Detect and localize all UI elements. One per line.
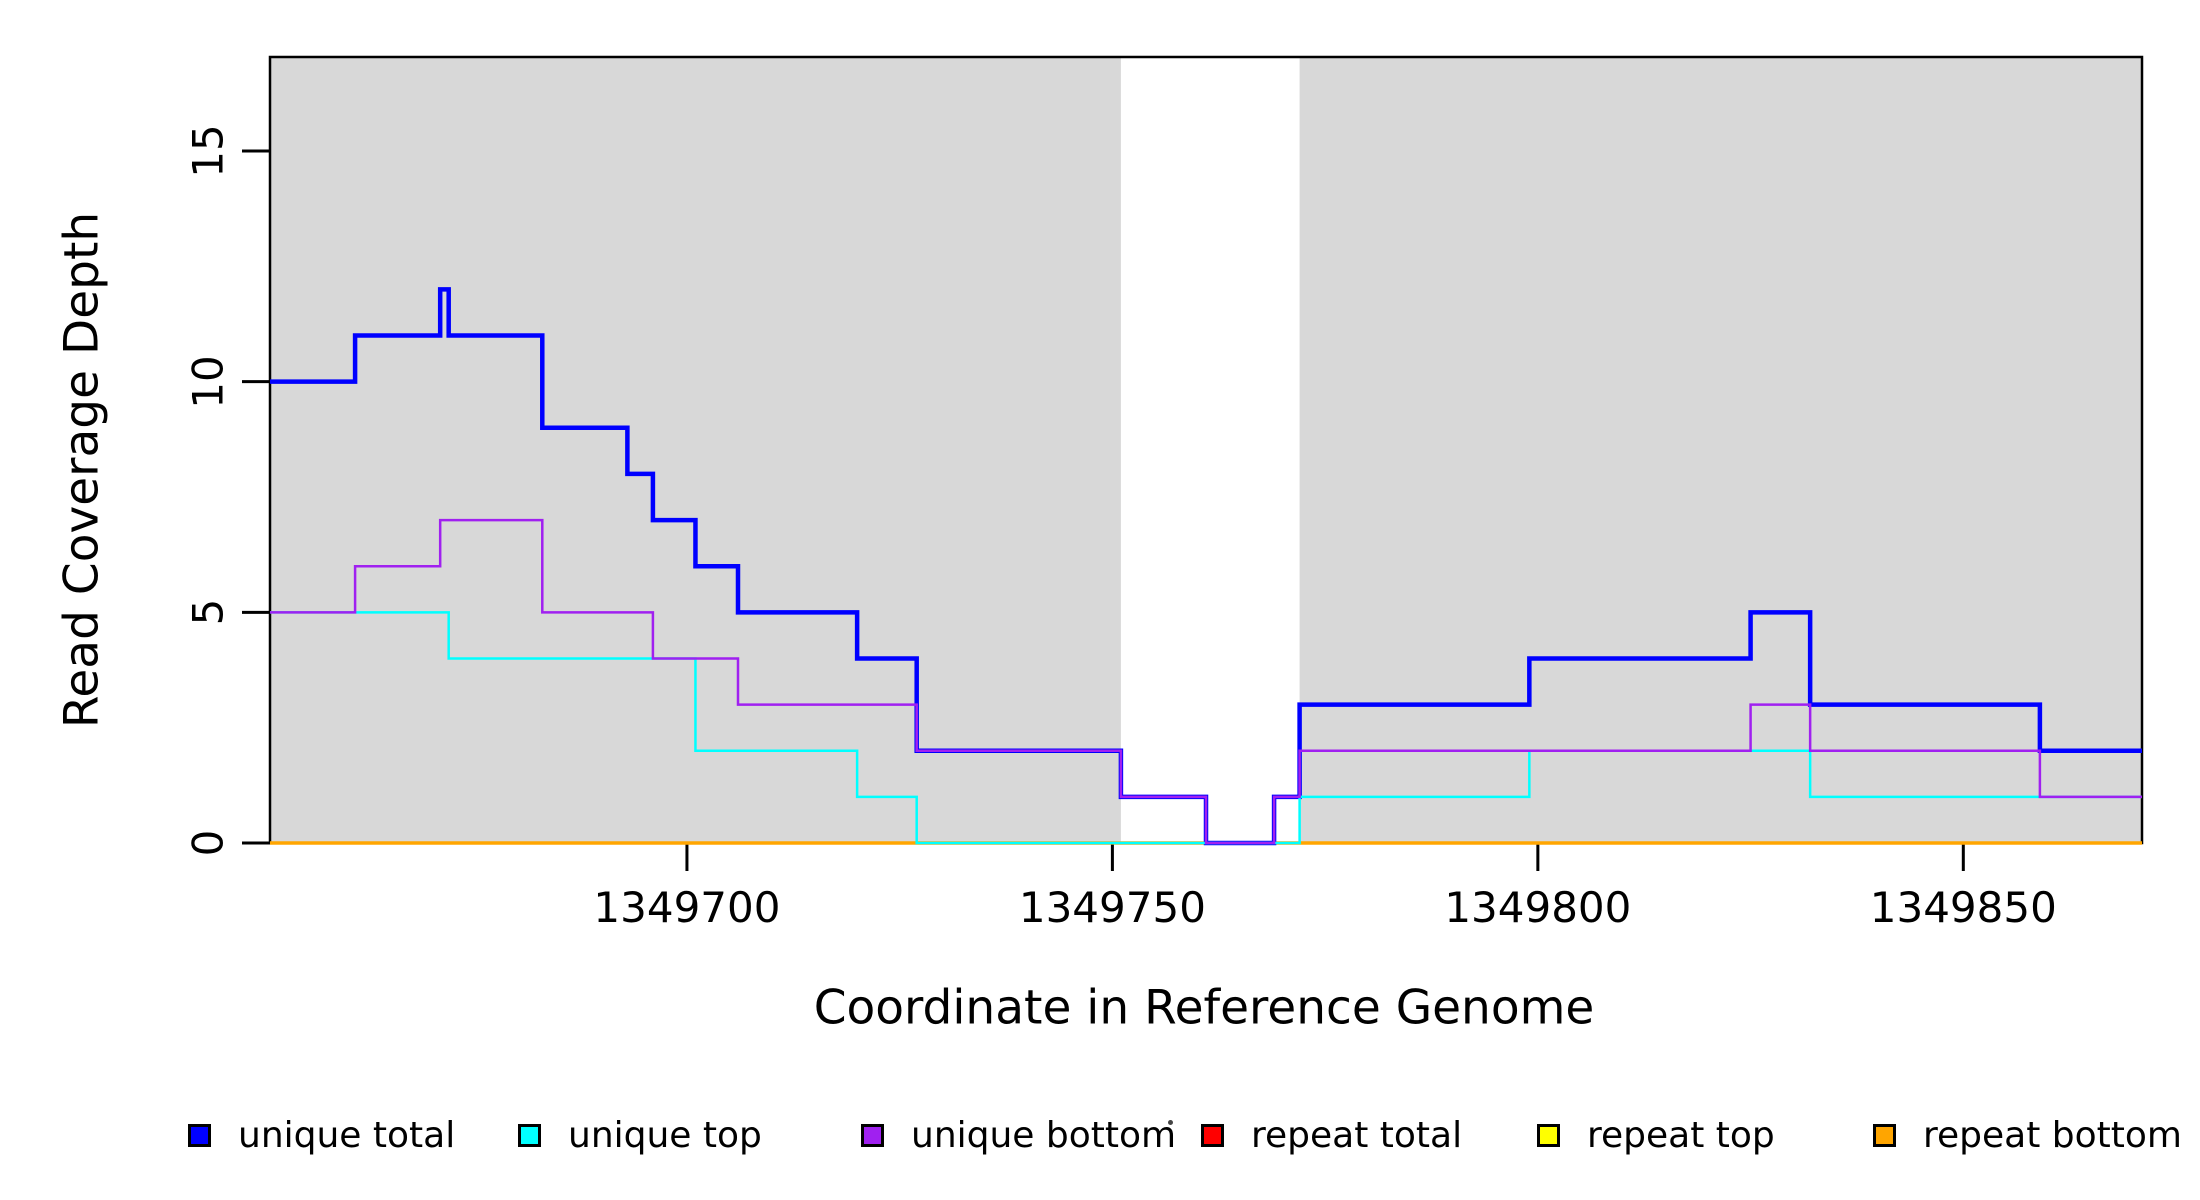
legend-swatch-icon: [1873, 1123, 1896, 1147]
x-axis-title: Coordinate in Reference Genome: [813, 980, 1595, 1036]
series-unique-total: [270, 287, 2142, 846]
x-tick-label: 1349750: [1018, 883, 1206, 932]
legend-label: unique top: [568, 1114, 762, 1156]
legend-item-repeat-bottom: repeat bottom: [1873, 1112, 2182, 1158]
legend-item-unique-total: unique total: [188, 1112, 455, 1158]
y-tick-label: 5: [183, 598, 233, 626]
legend-label: repeat top: [1587, 1114, 1775, 1156]
legend-label: unique total: [238, 1114, 456, 1156]
legend-swatch-icon: [1201, 1123, 1224, 1147]
legend: unique total unique top unique bottom repea…: [0, 1112, 2200, 1182]
y-axis-title: Read Coverage Depth: [54, 211, 110, 729]
legend-swatch-icon: [1537, 1123, 1560, 1147]
y-tick-label: 10: [183, 354, 233, 409]
legend-stray-dot: [1168, 1120, 1173, 1125]
legend-swatch-icon: [861, 1123, 884, 1147]
legend-item-repeat-top: repeat top: [1537, 1112, 1775, 1158]
legend-swatch-icon: [518, 1123, 541, 1147]
legend-item-unique-bottom: unique bottom: [861, 1112, 1176, 1158]
x-tick-label: 1349850: [1869, 883, 2057, 932]
legend-item-repeat-total: repeat total: [1201, 1112, 1462, 1158]
y-tick-label: 15: [183, 124, 233, 178]
x-tick-label: 1349800: [1444, 883, 1632, 932]
shaded-region-right: [1299, 57, 2142, 843]
legend-label: repeat bottom: [1923, 1114, 2182, 1156]
legend-swatch-icon: [188, 1123, 211, 1147]
x-tick-label: 1349700: [593, 883, 781, 932]
legend-label: unique bottom: [911, 1114, 1177, 1156]
series-unique-bottom: [270, 518, 2142, 845]
legend-label: repeat total: [1251, 1114, 1463, 1156]
legend-item-unique-top: unique top: [518, 1112, 762, 1158]
y-tick-label: 0: [183, 829, 233, 857]
